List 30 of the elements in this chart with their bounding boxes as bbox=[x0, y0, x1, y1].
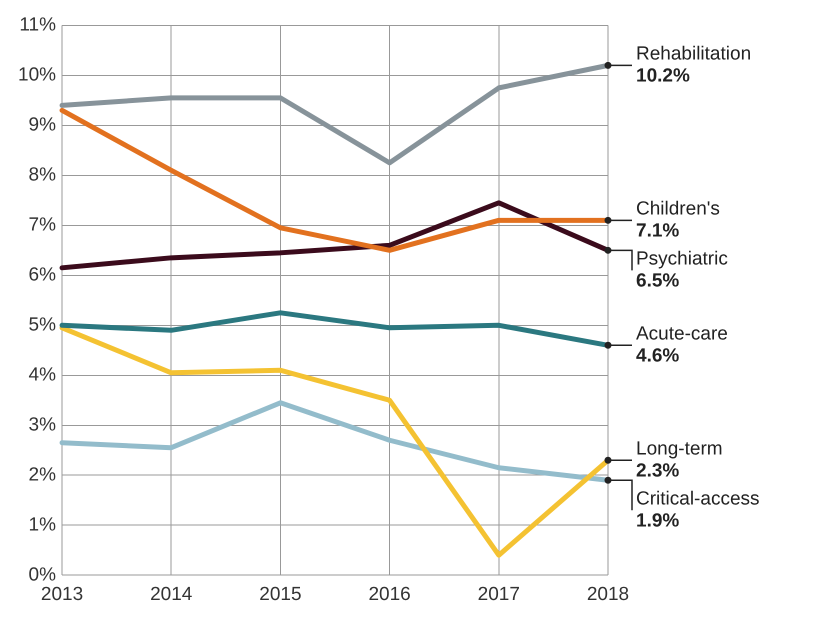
y-tick-label: 3% bbox=[28, 414, 56, 436]
y-tick-label: 10% bbox=[18, 64, 56, 86]
series-label: Rehabilitation bbox=[636, 44, 752, 65]
data-label: 10.2% bbox=[636, 66, 690, 87]
y-tick-label: 6% bbox=[28, 264, 56, 286]
y-tick-label: 9% bbox=[28, 114, 56, 136]
series-label: Critical-access bbox=[636, 488, 760, 510]
x-tick-label: 2018 bbox=[586, 584, 630, 605]
data-label: 4.6% bbox=[636, 346, 680, 367]
x-tick-label: 2013 bbox=[40, 584, 84, 605]
x-tick-label: 2014 bbox=[150, 584, 193, 605]
y-tick-label: 7% bbox=[28, 214, 56, 236]
data-label: 2.3% bbox=[636, 460, 680, 482]
y-tick-label: 2% bbox=[28, 464, 56, 486]
series-label: Acute-care bbox=[636, 324, 728, 345]
y-tick-label: 5% bbox=[28, 314, 56, 336]
y-tick-label: 8% bbox=[28, 164, 56, 186]
y-tick-label: 11% bbox=[19, 14, 56, 36]
x-tick-label: 2017 bbox=[478, 584, 520, 605]
x-tick-label: 2015 bbox=[259, 584, 302, 605]
series-label: Children's bbox=[636, 198, 720, 220]
y-tick-label: 0% bbox=[28, 564, 56, 586]
x-tick-label: 2016 bbox=[368, 584, 411, 605]
y-tick-label: 4% bbox=[28, 364, 56, 386]
series-label: Long-term bbox=[636, 438, 723, 460]
series-label: Psychiatric bbox=[636, 248, 728, 270]
data-label: 7.1% bbox=[636, 220, 680, 242]
y-tick-label: 1% bbox=[28, 514, 56, 536]
data-label: 1.9% bbox=[636, 510, 680, 532]
data-label: 6.5% bbox=[636, 270, 680, 292]
